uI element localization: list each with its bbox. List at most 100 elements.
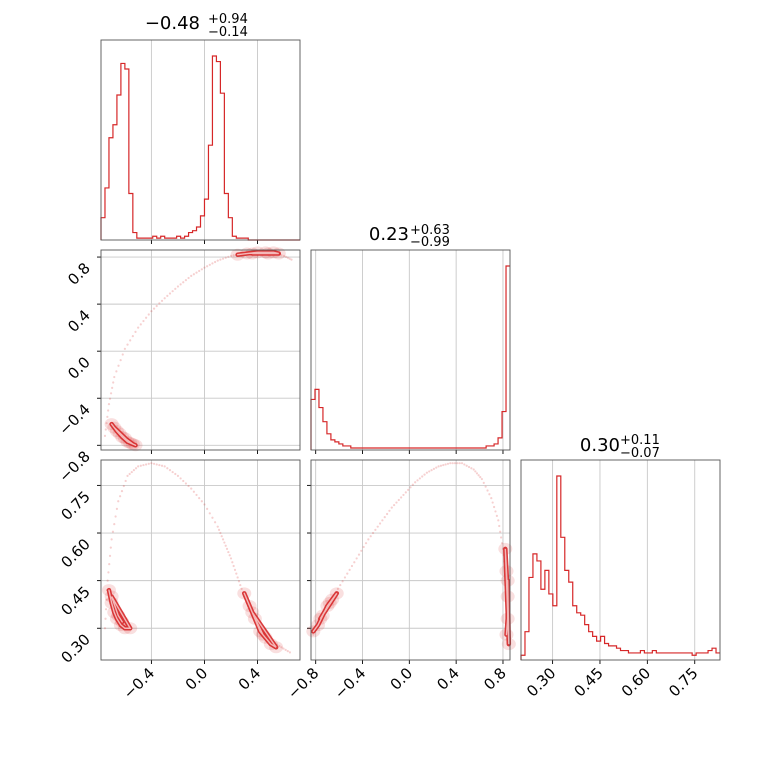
sample-point [182,281,185,284]
sample-point [286,650,289,653]
sample-point [488,493,491,496]
density-contour-inner [110,423,137,446]
histogram-bin [609,646,613,660]
sample-point [206,507,209,510]
sample-point [492,505,496,509]
title-param-1: −0.48 +0.94 −0.14 [145,12,248,40]
sample-point [418,477,421,480]
sample-point [104,608,108,611]
sample-point [211,516,214,519]
sample-point [407,488,410,491]
sample-point [463,463,466,466]
sample-point [139,323,142,326]
sample-point [371,531,375,535]
x-tick-label: 0.8 [480,664,510,694]
sample-point [232,564,235,568]
sample-point [490,496,493,500]
sample-point [236,576,239,579]
sample-point [211,262,214,265]
sample-point [228,554,231,557]
sample-point [174,287,177,290]
sample-point [282,254,286,257]
sample-point [176,474,180,477]
sample-point [388,509,391,512]
title-param-3-minus: −0.07 [620,446,660,461]
title-param-1-minus: −0.14 [208,25,248,40]
y-tick-label: 0.45 [57,583,93,619]
sample-point [235,572,238,575]
sample-point [168,292,172,295]
sample-point [117,364,120,367]
x-tick-label: 0.75 [665,664,701,700]
sample-point [444,463,447,466]
sample-point [190,274,193,277]
sample-point [155,463,158,466]
sample-point [288,257,291,260]
sample-point [192,273,195,276]
sample-point [123,347,126,350]
sample-point [414,481,417,484]
histogram-bin [573,606,577,660]
sample-point [124,479,127,483]
sample-point [108,397,112,400]
x-tick-label: 0.0 [387,664,417,694]
histogram-step [100,55,300,241]
panel-frame [520,459,721,661]
sample-point [119,359,122,362]
sample-point [374,528,377,531]
sample-point [106,579,109,582]
sample-point [477,474,480,477]
sample-point [498,524,501,528]
sample-point [312,633,315,636]
sample-point [500,542,504,545]
sample-point [160,464,164,467]
sample-point [171,290,174,293]
sample-point [376,525,379,528]
sample-point [112,381,115,384]
sample-point [240,587,243,590]
sample-point [174,472,177,476]
histogram-panel-param-3: 0.30 0.45 0.60 0.75 [520,459,721,700]
sample-point [187,484,190,488]
histogram-bin [490,446,494,450]
sample-point [491,501,494,504]
sample-point [145,316,148,319]
sample-point [278,644,281,648]
histogram-panel-param-1 [100,39,301,244]
scatter-panel-param-3-vs-2: −0.8 −0.4 0.0 0.4 0.8 [284,459,516,703]
sample-point [134,330,137,333]
sample-point [128,472,131,476]
histogram-step [310,265,510,450]
sample-point [458,462,461,465]
sample-point [486,489,489,492]
sample-point [397,498,400,502]
histogram-bin [644,653,648,660]
sample-point [147,313,150,316]
sample-point [131,335,134,338]
sample-point [158,302,161,305]
y-tick-label: 0.60 [57,535,93,571]
sample-point [400,496,403,499]
sample-point [470,467,473,470]
sample-point [171,470,174,474]
sample-point [195,271,198,274]
sample-point [203,266,206,269]
sample-point [282,647,285,650]
sample-point [453,462,457,465]
density-contour-inner [312,592,338,633]
sample-point [339,583,342,587]
sample-point [357,553,361,556]
histogram-bin [716,653,720,660]
x-tick-label: −0.4 [120,664,158,702]
sample-point [500,536,503,539]
sample-point [109,546,112,549]
sample-point [451,462,454,465]
sample-point [213,260,217,264]
panel-frame [310,459,511,661]
sample-point [137,465,140,468]
sample-point [355,557,358,560]
panel-frame [100,39,301,241]
sample-point [179,477,182,480]
histogram-bin [648,653,652,660]
sample-point [119,495,122,498]
